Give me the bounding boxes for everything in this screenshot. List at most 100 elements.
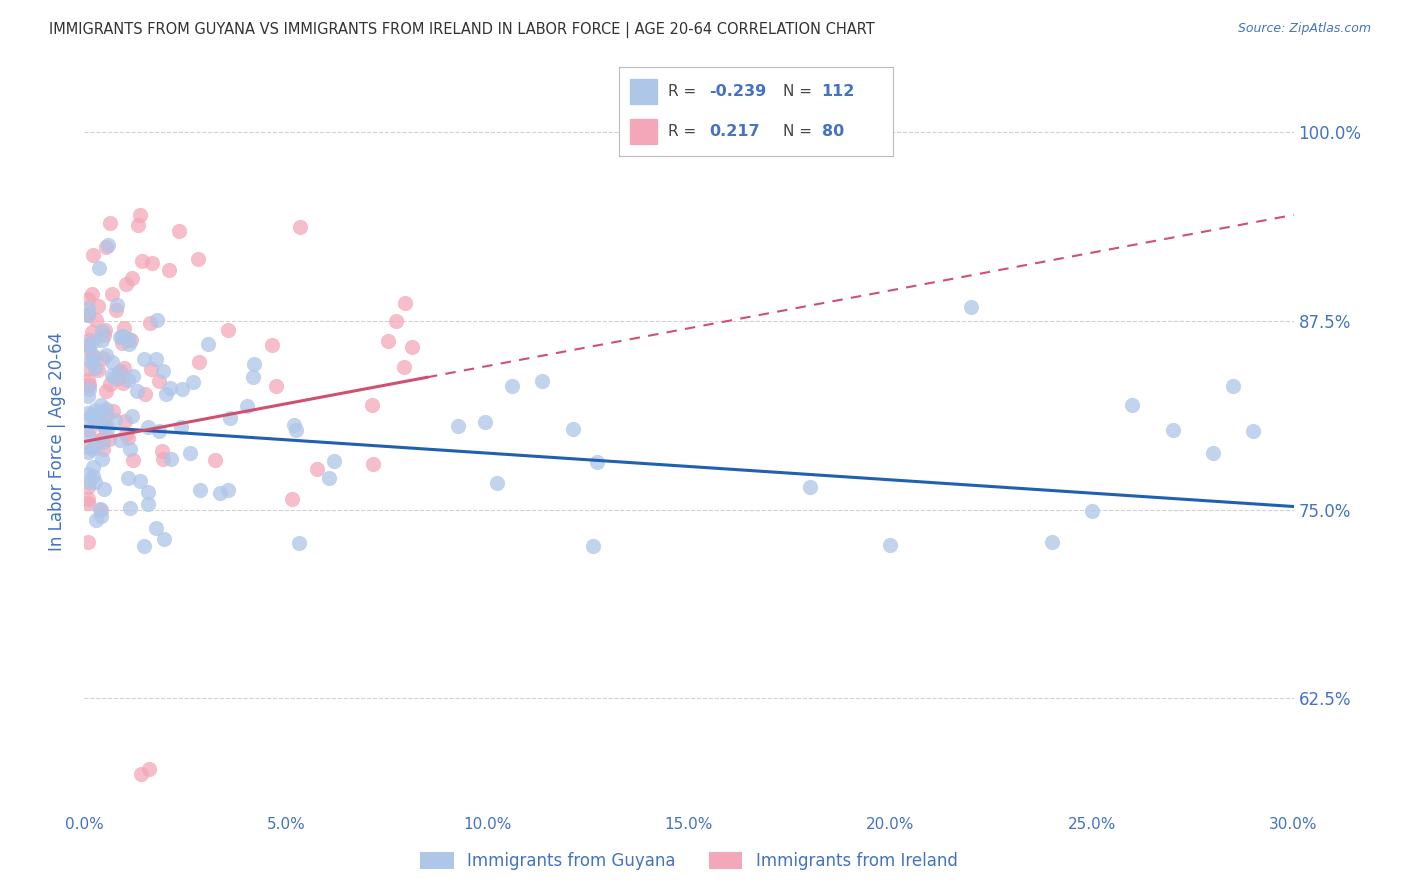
Point: [77, 308, 100, 322]
Point: [360, 398, 382, 412]
Point: [77, 301, 100, 316]
Point: [1081, 504, 1104, 518]
Point: [91, 333, 114, 347]
Point: [159, 451, 181, 466]
Point: [264, 379, 287, 393]
Point: [93, 420, 115, 434]
Point: [100, 354, 122, 368]
Point: [82, 248, 104, 262]
Point: [111, 328, 134, 343]
Point: [110, 434, 132, 448]
Point: [90, 324, 112, 338]
Point: [287, 536, 309, 550]
Point: [150, 443, 173, 458]
Point: [148, 424, 170, 438]
Text: R =: R =: [668, 85, 696, 99]
Point: [152, 364, 174, 378]
Point: [93, 328, 115, 343]
Point: [187, 252, 209, 266]
Point: [90, 398, 112, 412]
Point: [1040, 535, 1063, 549]
Point: [169, 420, 191, 434]
Point: [474, 415, 496, 429]
Point: [242, 369, 264, 384]
Point: [127, 218, 149, 232]
Point: [105, 302, 128, 317]
Point: [581, 539, 603, 553]
Point: [91, 442, 114, 456]
Point: [157, 263, 180, 277]
Point: [122, 369, 145, 384]
Point: [90, 452, 112, 467]
Point: [93, 434, 115, 449]
Point: [89, 415, 111, 429]
Point: [145, 312, 167, 326]
Point: [118, 332, 141, 346]
Point: [219, 410, 242, 425]
Point: [394, 295, 416, 310]
Point: [236, 399, 259, 413]
Point: [377, 334, 399, 349]
Point: [77, 445, 100, 459]
Point: [90, 508, 112, 523]
Point: [77, 480, 100, 494]
Point: [114, 414, 136, 428]
Point: [197, 337, 219, 351]
Point: [77, 412, 100, 426]
Point: [108, 329, 131, 343]
Point: [86, 363, 108, 377]
Point: [129, 208, 152, 222]
Point: [117, 471, 139, 485]
Point: [111, 376, 134, 391]
Point: [84, 403, 107, 417]
Point: [501, 379, 523, 393]
Point: [384, 314, 406, 328]
Point: [155, 387, 177, 401]
Point: [77, 467, 100, 482]
Point: [1222, 379, 1244, 393]
Point: [139, 317, 162, 331]
Point: [108, 371, 131, 385]
Point: [79, 378, 101, 392]
Point: [87, 260, 110, 275]
Point: [108, 364, 131, 378]
Point: [121, 270, 143, 285]
Point: [77, 426, 100, 441]
Point: [98, 376, 121, 391]
Point: [129, 474, 152, 488]
Point: [80, 356, 103, 370]
Point: [562, 422, 585, 436]
Point: [114, 277, 136, 292]
Point: [112, 321, 135, 335]
Point: [132, 352, 155, 367]
Point: [91, 432, 114, 446]
Point: [77, 307, 100, 321]
Bar: [630, 119, 657, 144]
Point: [79, 352, 101, 367]
Point: [1241, 424, 1264, 438]
Point: [285, 424, 308, 438]
Point: [77, 362, 100, 376]
Point: [84, 313, 107, 327]
Point: [139, 362, 162, 376]
Point: [447, 418, 470, 433]
Point: [138, 763, 160, 777]
Point: [307, 462, 329, 476]
Point: [136, 484, 159, 499]
Point: [111, 336, 134, 351]
Point: [77, 338, 100, 352]
Point: [125, 384, 148, 398]
Point: [585, 455, 607, 469]
Point: [84, 360, 107, 375]
Point: [280, 491, 302, 506]
Point: [217, 483, 239, 497]
Point: [96, 409, 118, 423]
Point: [318, 471, 340, 485]
Point: [82, 350, 104, 364]
Point: [132, 539, 155, 553]
Point: [136, 497, 159, 511]
Point: [879, 538, 901, 552]
Point: [323, 454, 346, 468]
Text: 0.217: 0.217: [709, 124, 759, 138]
Point: [83, 334, 105, 349]
